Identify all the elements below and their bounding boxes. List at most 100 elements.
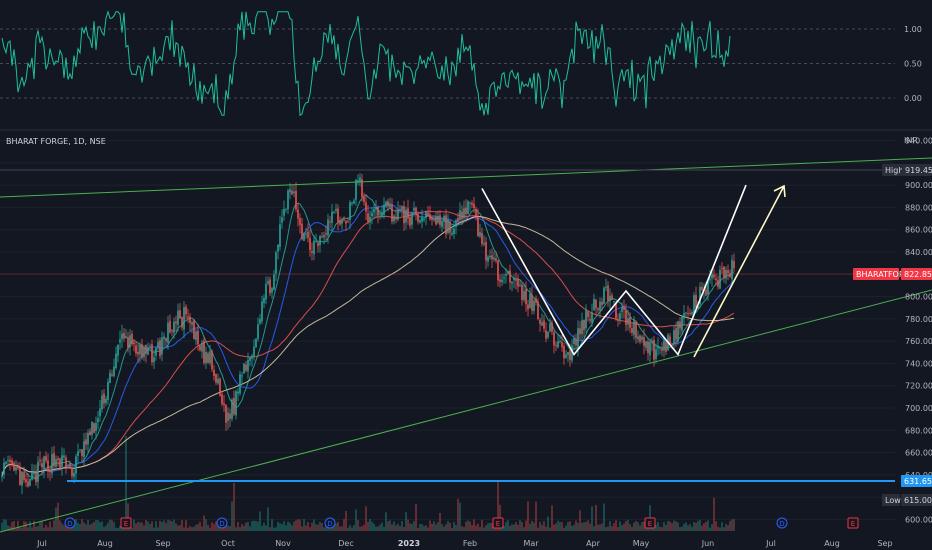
candle-body bbox=[433, 218, 435, 221]
low-value-text: 615.00 bbox=[904, 496, 932, 505]
time-axis[interactable]: Jul Aug Sep Oct Nov Dec 2023 Feb Mar Apr May Jun Jul… bbox=[36, 539, 892, 548]
candle-body bbox=[627, 318, 629, 325]
candle-body bbox=[351, 202, 353, 204]
volume-bar bbox=[191, 527, 193, 531]
candle-body bbox=[601, 301, 603, 305]
candle-body bbox=[645, 341, 647, 348]
volume-bar bbox=[11, 521, 13, 531]
volume-bar bbox=[307, 521, 309, 531]
candle-body bbox=[105, 398, 107, 404]
volume-bar bbox=[523, 527, 525, 531]
candle-body bbox=[519, 284, 521, 286]
candle-body bbox=[641, 336, 643, 340]
candle-body bbox=[215, 374, 217, 383]
volume-bar bbox=[533, 522, 535, 531]
volume-bar bbox=[365, 506, 367, 531]
high-label-bg bbox=[882, 164, 902, 176]
candle-body bbox=[321, 236, 323, 238]
candle-body bbox=[257, 324, 259, 340]
volume-bar bbox=[557, 520, 559, 531]
candle-body bbox=[243, 363, 245, 374]
candle-body bbox=[335, 208, 337, 211]
volume-bar bbox=[183, 527, 185, 531]
candle-body bbox=[135, 345, 137, 354]
volume-bar bbox=[155, 521, 157, 531]
dividend-badge bbox=[776, 517, 788, 529]
time-tick-label: Dec bbox=[338, 539, 353, 548]
candle-body bbox=[315, 241, 317, 243]
candle-body bbox=[733, 261, 735, 269]
candle-body bbox=[497, 260, 499, 281]
high-label-text: High bbox=[885, 166, 903, 175]
volume-bar bbox=[97, 520, 99, 531]
candle-body bbox=[271, 288, 273, 293]
volume-bar bbox=[19, 527, 21, 531]
volume-bar bbox=[721, 522, 723, 531]
volume-bar bbox=[449, 522, 451, 531]
candle-body bbox=[319, 236, 321, 246]
candle-body bbox=[179, 310, 181, 319]
volume-bar bbox=[505, 522, 507, 531]
volume-bar bbox=[717, 526, 719, 531]
candle-body bbox=[167, 322, 169, 343]
candle-body bbox=[595, 299, 597, 309]
candle-body bbox=[345, 221, 347, 224]
event-label: E bbox=[496, 520, 500, 528]
candle-body bbox=[605, 286, 607, 288]
volume-bar bbox=[665, 524, 667, 531]
candle-body bbox=[137, 351, 139, 355]
volume-bar bbox=[413, 520, 415, 531]
volume-bar bbox=[477, 523, 479, 531]
candle-body bbox=[643, 337, 645, 346]
candle-body bbox=[591, 312, 593, 323]
candle-body bbox=[21, 471, 23, 486]
candle-body bbox=[329, 221, 331, 223]
volume-bar bbox=[591, 506, 593, 531]
volume-bar bbox=[571, 525, 573, 531]
volume-bar bbox=[165, 523, 167, 531]
candle-body bbox=[339, 220, 341, 225]
event-label: D bbox=[779, 520, 784, 528]
symbol-price-label-bg bbox=[853, 268, 899, 280]
candle-body bbox=[177, 310, 179, 326]
dividend-badge bbox=[64, 517, 76, 529]
volume-bar bbox=[605, 527, 607, 531]
candle-body bbox=[211, 351, 213, 370]
candle-body bbox=[331, 211, 333, 223]
support-price: 631.65 bbox=[901, 475, 932, 487]
volume-bar bbox=[103, 527, 105, 531]
volume-bar bbox=[467, 520, 469, 531]
candle-body bbox=[471, 202, 473, 205]
candle-body bbox=[75, 456, 77, 474]
candle-body bbox=[233, 398, 235, 415]
candle-body bbox=[695, 295, 697, 308]
candle-body bbox=[599, 301, 601, 311]
candle-body bbox=[247, 359, 249, 372]
event-label: E bbox=[851, 520, 855, 528]
candle-body bbox=[541, 322, 543, 326]
volume-bar bbox=[287, 521, 289, 531]
volume-bar bbox=[273, 527, 275, 531]
volume-bar bbox=[157, 527, 159, 531]
volume-bar bbox=[473, 519, 475, 531]
time-tick-label: Sep bbox=[877, 539, 892, 548]
candle-body bbox=[197, 330, 199, 345]
candle-body bbox=[463, 208, 465, 219]
volume-bar bbox=[541, 524, 543, 531]
candle-body bbox=[297, 209, 299, 219]
candle-body bbox=[527, 304, 529, 310]
w-pattern-line bbox=[481, 184, 747, 357]
candle-body bbox=[235, 391, 237, 416]
volume-bar bbox=[279, 523, 281, 531]
volume-bar bbox=[657, 522, 659, 531]
volume-bar bbox=[251, 520, 253, 531]
volume-bar bbox=[635, 520, 637, 531]
volume-bar bbox=[697, 520, 699, 531]
volume-bar bbox=[517, 524, 519, 531]
volume-bar bbox=[727, 525, 729, 531]
candle-body bbox=[9, 459, 11, 462]
price-axis[interactable]: 940.00900.00880.00860.00840.00820.00800.… bbox=[853, 137, 932, 525]
candle-body bbox=[441, 220, 443, 228]
candle-body bbox=[607, 285, 609, 302]
